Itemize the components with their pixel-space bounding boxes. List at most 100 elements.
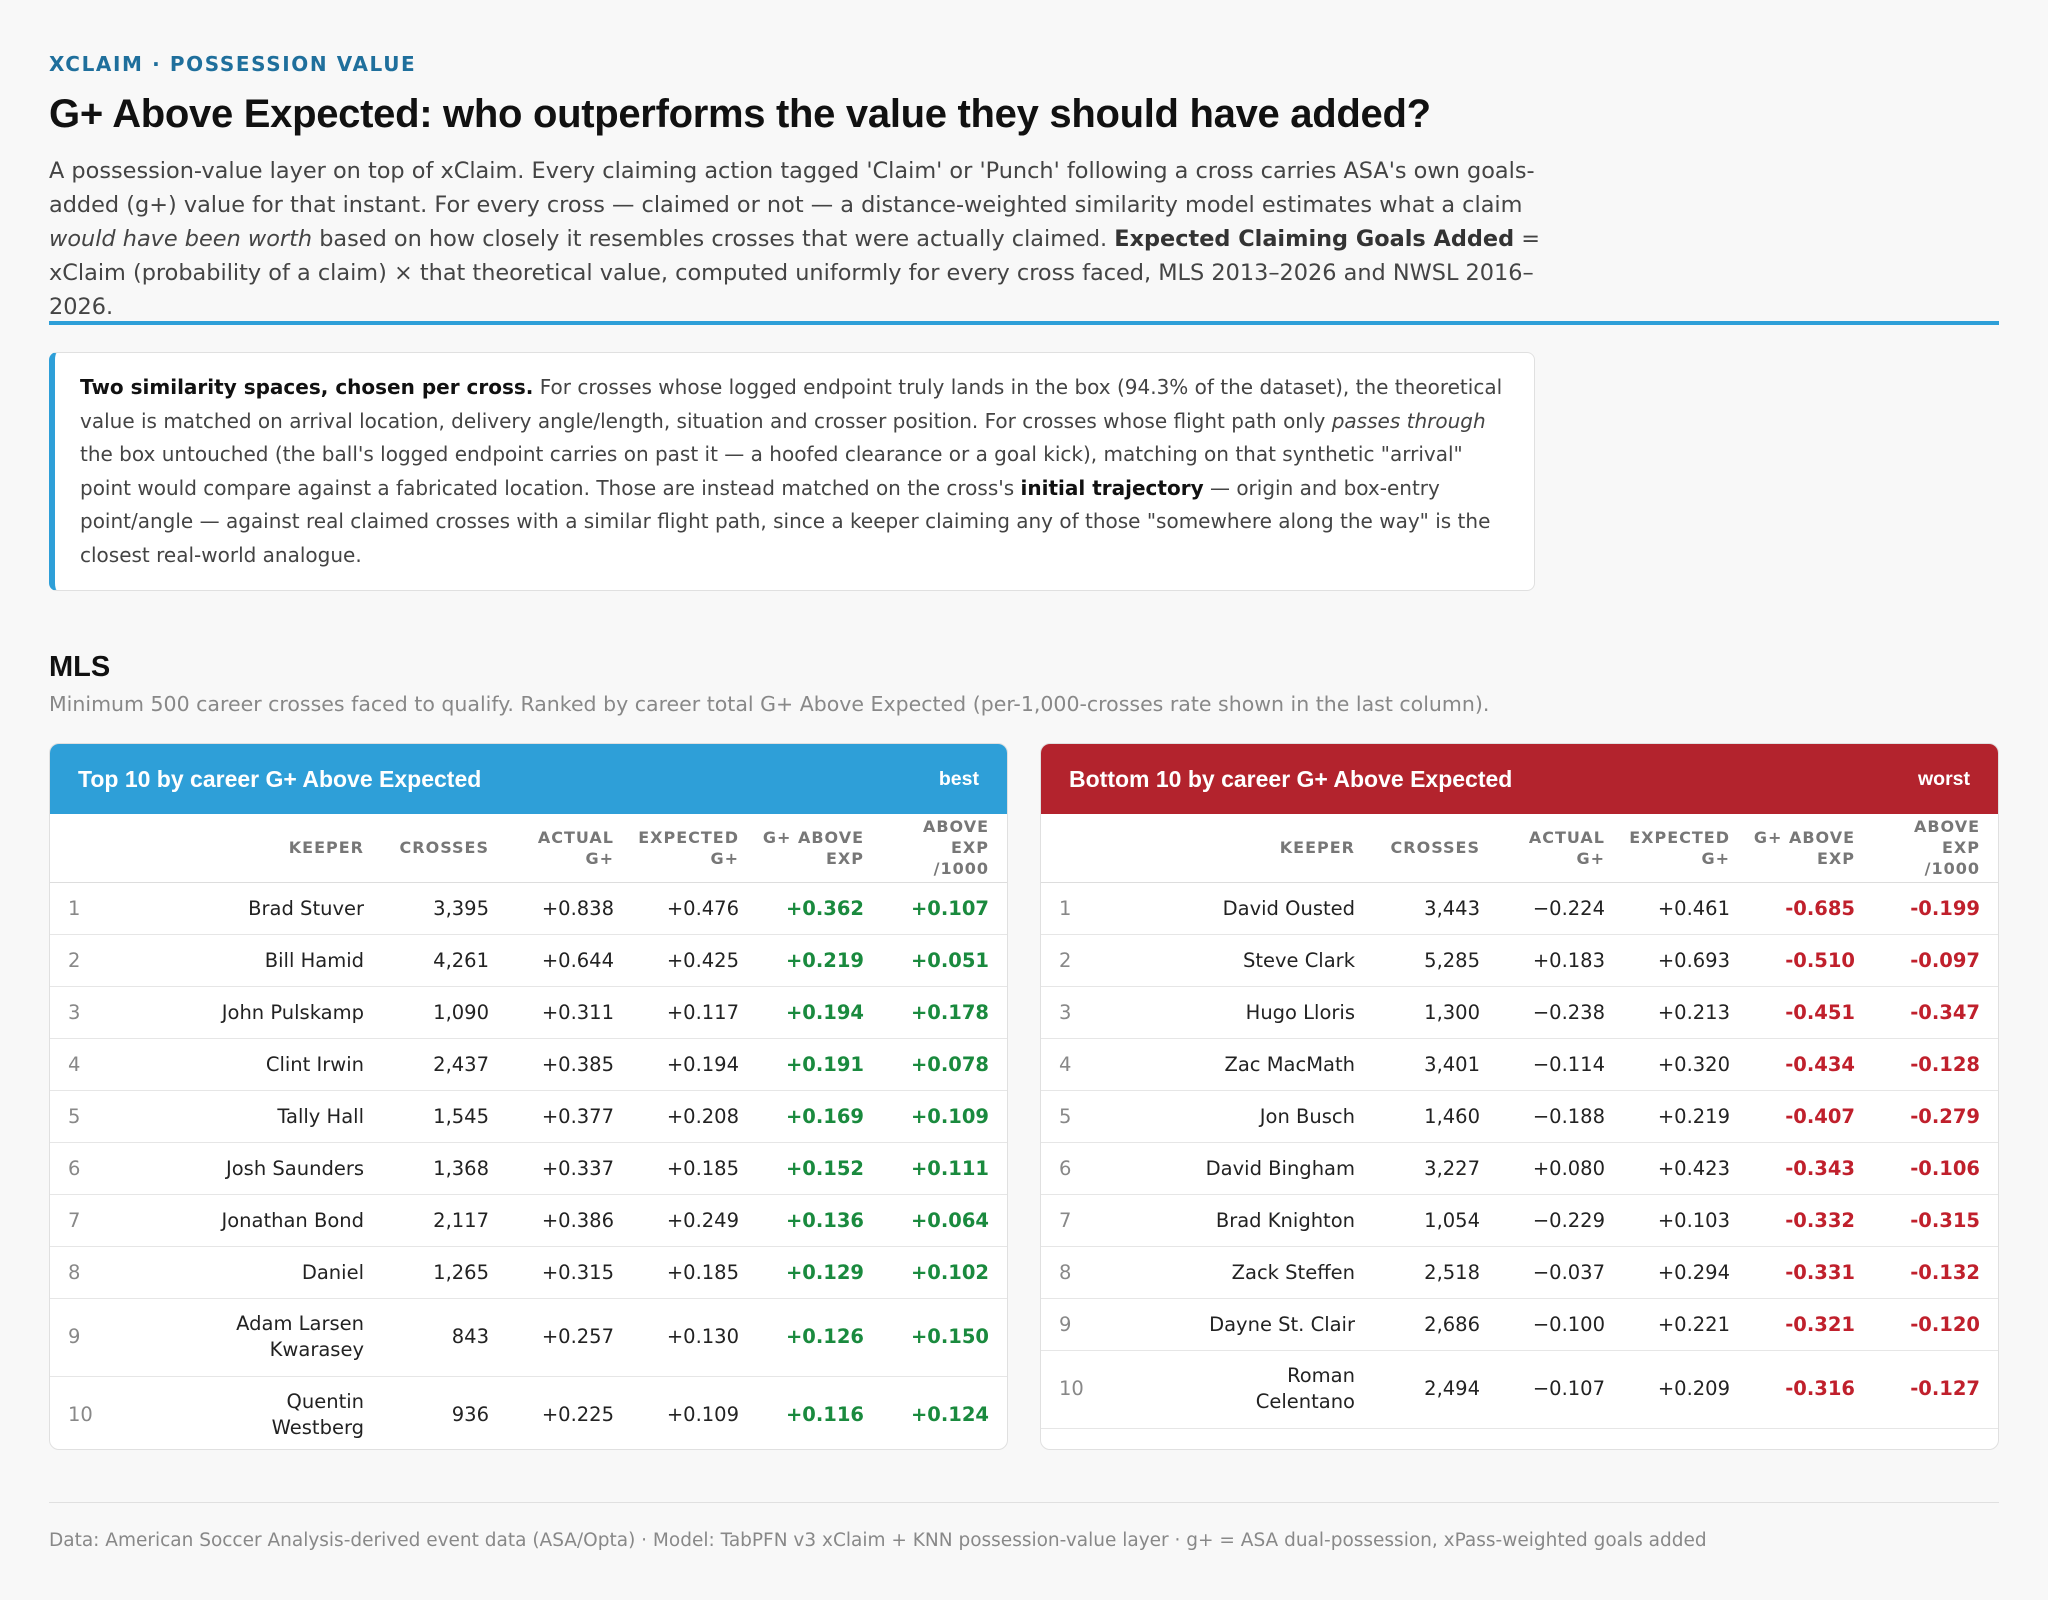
col-keeper-header: KEEPER — [1119, 814, 1373, 883]
rank-cell-text: 5 — [68, 1104, 81, 1128]
bottom-10-title: Bottom 10 by career G+ Above Expected — [1069, 765, 1513, 792]
col-above-label: G+ ABOVE — [1753, 827, 1855, 847]
actual-cell: −0.229 — [1498, 1194, 1623, 1247]
col-crosses-header: CROSSES — [382, 814, 507, 883]
rate-cell-text: +0.051 — [910, 948, 989, 972]
rate-cell: -0.127 — [1873, 1350, 1998, 1429]
keeper-cell-text: Brad Stuver — [248, 896, 364, 920]
rate-cell-text: +0.102 — [910, 1260, 989, 1284]
rate-cell-text: +0.078 — [910, 1052, 989, 1076]
actual-cell-text: +0.644 — [541, 948, 614, 972]
col-above-header: G+ ABOVE EXP — [757, 814, 882, 883]
rate-cell-text: -0.128 — [1910, 1052, 1980, 1076]
actual-cell: +0.311 — [507, 986, 632, 1039]
above-exp-cell: +0.136 — [757, 1194, 882, 1247]
keeper-cell-text: Zac MacMath — [1224, 1052, 1355, 1076]
col-above-label: EXP — [1817, 848, 1855, 868]
keeper-cell: David Bingham — [1119, 1142, 1373, 1195]
above-exp-cell: -0.343 — [1748, 1142, 1873, 1195]
rate-cell: +0.178 — [882, 986, 1007, 1039]
rank-cell-text: 2 — [68, 948, 81, 972]
expected-cell-text: +0.693 — [1657, 948, 1730, 972]
expected-cell: +0.320 — [1623, 1038, 1748, 1091]
crosses-cell-text: 4,261 — [433, 948, 489, 972]
expected-cell-text: +0.130 — [666, 1325, 739, 1348]
rank-cell-text: 8 — [1059, 1260, 1072, 1284]
rate-cell: -0.199 — [1873, 882, 1998, 935]
keeper-cell: Brad Knighton — [1119, 1194, 1373, 1247]
expected-cell: +0.476 — [632, 882, 757, 935]
col-rate-label: /1000 — [1924, 859, 1980, 879]
actual-cell-text: −0.100 — [1532, 1312, 1605, 1336]
actual-cell-text: +0.337 — [541, 1156, 614, 1180]
expected-cell: +0.130 — [632, 1298, 757, 1377]
crosses-cell: 3,443 — [1373, 882, 1498, 935]
above-exp-cell-text: -0.407 — [1785, 1104, 1855, 1128]
keeper-cell-text: Steve Clark — [1242, 948, 1355, 972]
keeper-cell: Tally Hall — [128, 1090, 382, 1143]
keeper-cell: Hugo Lloris — [1119, 986, 1373, 1039]
actual-cell-text: −0.229 — [1532, 1208, 1605, 1232]
rate-cell-text: -0.106 — [1910, 1156, 1980, 1180]
crosses-cell-text: 1,368 — [433, 1156, 489, 1180]
crosses-cell-text: 5,285 — [1424, 948, 1480, 972]
above-exp-cell-text: -0.685 — [1785, 896, 1855, 920]
col-actual-label: ACTUAL — [537, 827, 614, 847]
keeper-cell-text: Jon Busch — [1259, 1104, 1355, 1128]
col-expected-label: EXPECTED — [638, 827, 739, 847]
rate-cell-text: +0.124 — [910, 1403, 989, 1426]
expected-cell: +0.109 — [632, 1376, 757, 1449]
actual-cell: +0.644 — [507, 934, 632, 987]
footer-source: Data: American Soccer Analysis-derived e… — [49, 1530, 1707, 1551]
rate-cell-text: -0.120 — [1910, 1312, 1980, 1336]
rank-cell-text: 3 — [1059, 1000, 1072, 1024]
actual-cell: +0.257 — [507, 1298, 632, 1377]
intro-emphasis: would have been worth — [49, 226, 313, 252]
above-exp-cell: -0.434 — [1748, 1038, 1873, 1091]
bottom-10-table: KEEPER CROSSES ACTUAL G+ EXPECTED G+ G+ ABOVE E… — [1041, 814, 1998, 1429]
above-exp-cell: +0.191 — [757, 1038, 882, 1091]
table-row: 9 Dayne St. Clair 2,686 −0.100 +0.221 -0.321 -… — [1041, 1298, 1998, 1351]
keeper-cell: Clint Irwin — [128, 1038, 382, 1091]
crosses-cell: 2,494 — [1373, 1350, 1498, 1429]
table-row: 4 Clint Irwin 2,437 +0.385 +0.194 +0.191 +0.07… — [50, 1038, 1007, 1091]
crosses-cell: 1,545 — [382, 1090, 507, 1143]
header-divider — [49, 321, 1999, 325]
table-header-row: KEEPER CROSSES ACTUAL G+ EXPECTED G+ G+ ABOVE E… — [1041, 814, 1998, 883]
rate-cell: +0.111 — [882, 1142, 1007, 1195]
table-row: 2 Bill Hamid 4,261 +0.644 +0.425 +0.219 +0.051 — [50, 934, 1007, 987]
rate-cell-text: -0.132 — [1910, 1260, 1980, 1284]
rate-cell-text: -0.315 — [1910, 1208, 1980, 1232]
keeper-cell: John Pulskamp — [128, 986, 382, 1039]
col-expected-header: EXPECTED G+ — [632, 814, 757, 883]
expected-cell-text: +0.320 — [1657, 1052, 1730, 1076]
keeper-cell-text: David Ousted — [1222, 896, 1355, 920]
rank-cell-text: 4 — [1059, 1052, 1072, 1076]
keeper-cell: Zack Steffen — [1119, 1246, 1373, 1299]
col-expected-label: EXPECTED — [1629, 827, 1730, 847]
rank-cell: 2 — [50, 934, 128, 987]
keeper-cell: Brad Stuver — [128, 882, 382, 935]
above-exp-cell: +0.194 — [757, 986, 882, 1039]
bottom-10-tag: worst — [1917, 767, 1970, 790]
top-10-tag: best — [938, 767, 979, 790]
col-actual-header: ACTUAL G+ — [507, 814, 632, 883]
above-exp-cell: -0.685 — [1748, 882, 1873, 935]
col-crosses-label: CROSSES — [1390, 838, 1480, 858]
keeper-cell-text: Josh Saunders — [226, 1156, 364, 1180]
rank-cell: 2 — [1041, 934, 1119, 987]
rank-cell-text: 1 — [68, 896, 81, 920]
keeper-cell-text: Daniel — [301, 1260, 364, 1284]
above-exp-cell: +0.219 — [757, 934, 882, 987]
col-rate-header: ABOVE EXP/1000 — [882, 814, 1007, 883]
expected-cell-text: +0.476 — [666, 896, 739, 920]
above-exp-cell-text: -0.510 — [1785, 948, 1855, 972]
actual-cell-text: −0.224 — [1532, 896, 1605, 920]
actual-cell-text: −0.107 — [1532, 1377, 1605, 1400]
expected-cell-text: +0.425 — [666, 948, 739, 972]
above-exp-cell: -0.407 — [1748, 1090, 1873, 1143]
rank-cell: 7 — [1041, 1194, 1119, 1247]
table-row: 6 David Bingham 3,227 +0.080 +0.423 -0.343 -0.… — [1041, 1142, 1998, 1195]
rank-cell-text: 10 — [68, 1403, 93, 1426]
crosses-cell-text: 2,518 — [1424, 1260, 1480, 1284]
